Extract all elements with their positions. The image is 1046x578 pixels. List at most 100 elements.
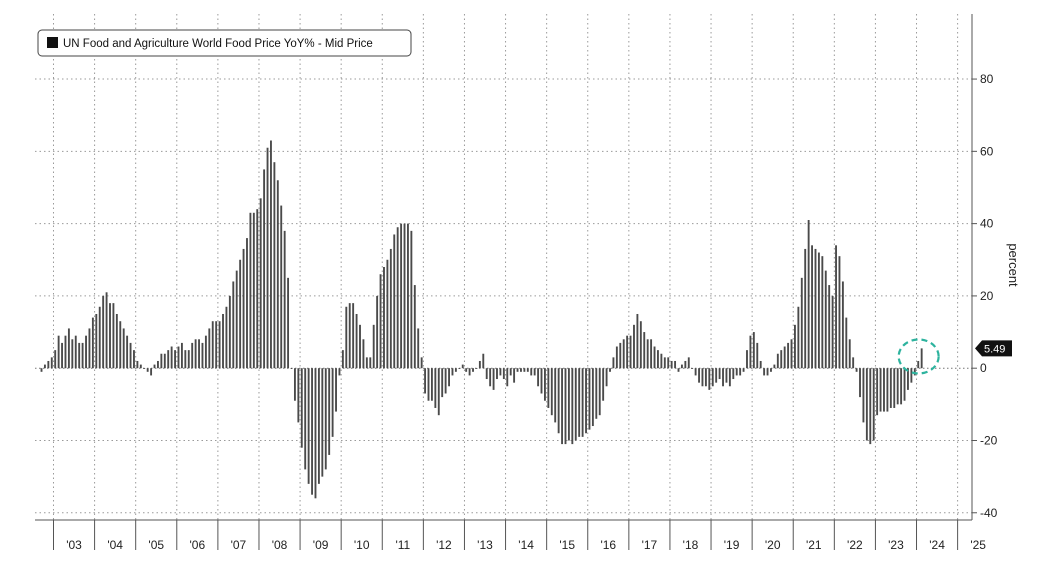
bar xyxy=(711,368,714,387)
bar xyxy=(636,313,639,369)
bar xyxy=(300,368,303,448)
bar xyxy=(865,368,868,441)
bar xyxy=(609,368,611,372)
bar xyxy=(163,353,166,369)
bar xyxy=(98,306,101,369)
bar xyxy=(139,364,142,369)
bar xyxy=(482,353,485,369)
bar xyxy=(701,368,704,387)
bar xyxy=(259,198,262,369)
bar xyxy=(78,342,81,369)
bar xyxy=(297,368,300,423)
x-tick-label: '09 xyxy=(313,538,329,552)
bar xyxy=(304,368,307,470)
last-value-marker: 5.49 xyxy=(897,338,1012,375)
bar xyxy=(821,256,824,369)
bar xyxy=(660,353,663,369)
bar xyxy=(735,368,738,376)
bar xyxy=(776,353,779,369)
legend: UN Food and Agriculture World Food Price… xyxy=(37,29,412,57)
bar xyxy=(811,245,813,369)
bar xyxy=(290,368,293,369)
bar xyxy=(359,324,361,369)
bar xyxy=(64,335,67,369)
bar xyxy=(807,220,810,369)
bar xyxy=(434,368,437,408)
bar xyxy=(722,368,724,387)
y-axis-label: percent xyxy=(1006,243,1021,287)
bar xyxy=(417,328,420,369)
bar xyxy=(369,357,372,369)
x-tick-label: '18 xyxy=(683,538,699,552)
bar xyxy=(266,147,269,369)
bar xyxy=(465,368,468,372)
x-tick-label: '06 xyxy=(190,538,206,552)
bar xyxy=(222,313,224,369)
bar xyxy=(150,368,153,376)
bar xyxy=(338,368,341,376)
bar xyxy=(40,368,43,372)
bar xyxy=(225,306,228,369)
bar xyxy=(657,350,659,369)
bar xyxy=(879,368,882,412)
bar xyxy=(218,321,221,369)
y-axis: -40 -20 0 20 40 60 80 xyxy=(971,14,998,520)
bar xyxy=(403,223,406,369)
bar xyxy=(598,368,601,416)
bar xyxy=(674,360,677,369)
bar xyxy=(67,328,70,369)
bar xyxy=(441,368,444,398)
bar xyxy=(530,368,533,376)
bar xyxy=(352,303,355,369)
bar xyxy=(646,339,649,369)
x-tick-label: '11 xyxy=(395,538,410,552)
bar xyxy=(311,368,313,495)
bar xyxy=(74,335,77,369)
bar xyxy=(81,342,84,369)
bar xyxy=(691,368,694,369)
bar xyxy=(643,332,646,369)
bar xyxy=(458,368,461,369)
bar xyxy=(228,295,231,369)
x-tick-label: '20 xyxy=(765,538,781,552)
bar xyxy=(859,368,861,398)
bar xyxy=(900,368,903,405)
bar xyxy=(153,364,156,369)
bar xyxy=(263,169,266,369)
bar xyxy=(492,368,495,390)
bar xyxy=(293,368,296,401)
bar xyxy=(739,368,742,376)
bar xyxy=(88,328,91,369)
bar xyxy=(571,368,574,445)
bar xyxy=(567,368,570,441)
bar xyxy=(365,357,368,369)
bar xyxy=(752,332,755,369)
bar xyxy=(883,368,885,412)
bar xyxy=(770,368,772,372)
bar xyxy=(386,259,389,369)
y-tick-label: 20 xyxy=(980,289,994,303)
bar xyxy=(619,342,622,369)
bar xyxy=(383,267,385,369)
x-tick-label: '23 xyxy=(888,538,904,552)
bar xyxy=(160,353,163,369)
bar xyxy=(742,368,745,372)
bar xyxy=(903,368,906,401)
bar xyxy=(355,313,358,369)
bar xyxy=(252,212,255,369)
y-tick-label: 40 xyxy=(980,217,994,231)
x-tick-label: '19 xyxy=(724,538,740,552)
x-tick-label: '05 xyxy=(148,538,164,552)
bar xyxy=(506,368,509,387)
bar xyxy=(605,368,608,387)
bar xyxy=(211,321,214,369)
bar xyxy=(57,335,60,369)
bar xyxy=(246,238,248,369)
highlight-circle xyxy=(897,338,940,375)
x-axis: '03 '04 '05 '06 '07 '08 '09 '10 '11 '12 '13 '14 '15 '… xyxy=(35,519,986,552)
bar xyxy=(478,360,481,369)
bar xyxy=(413,285,416,369)
bar xyxy=(157,360,159,369)
bar xyxy=(855,368,858,372)
